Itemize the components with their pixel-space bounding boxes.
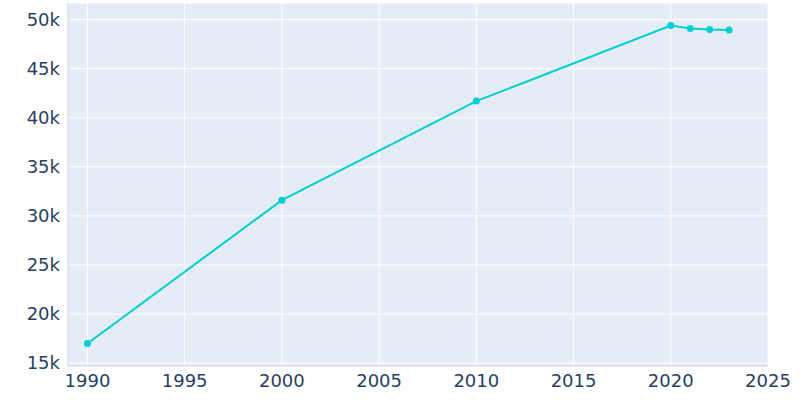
svg-text:2025: 2025	[745, 370, 791, 391]
svg-text:45k: 45k	[27, 58, 61, 79]
svg-text:2000: 2000	[259, 370, 305, 391]
svg-text:35k: 35k	[27, 156, 61, 177]
svg-text:30k: 30k	[27, 205, 61, 226]
svg-text:2010: 2010	[453, 370, 499, 391]
svg-text:40k: 40k	[27, 107, 61, 128]
svg-text:2020: 2020	[648, 370, 694, 391]
svg-text:20k: 20k	[27, 303, 61, 324]
svg-text:2005: 2005	[356, 370, 402, 391]
svg-text:1990: 1990	[65, 370, 111, 391]
svg-text:15k: 15k	[27, 352, 61, 373]
svg-text:25k: 25k	[27, 254, 61, 275]
svg-text:2015: 2015	[551, 370, 597, 391]
svg-text:50k: 50k	[27, 9, 61, 30]
svg-text:1995: 1995	[162, 370, 208, 391]
